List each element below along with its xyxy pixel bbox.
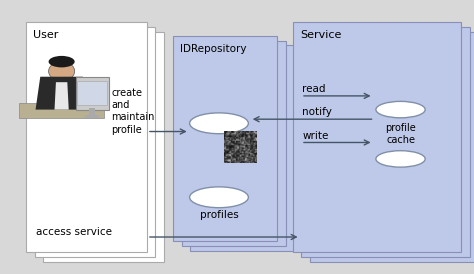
Ellipse shape [376, 101, 425, 118]
Text: Service: Service [300, 30, 341, 40]
Ellipse shape [190, 187, 248, 208]
Text: create
and
maintain
profile: create and maintain profile [111, 88, 155, 135]
Bar [173, 36, 277, 241]
Bar [293, 22, 461, 252]
Bar [76, 77, 109, 110]
Text: access service: access service [36, 227, 111, 236]
Bar [310, 32, 474, 262]
Ellipse shape [190, 113, 248, 134]
Polygon shape [376, 110, 425, 159]
Bar [85, 115, 99, 118]
Bar [26, 22, 147, 252]
Bar [35, 27, 155, 257]
Bar [89, 108, 95, 116]
Bar [301, 27, 470, 257]
Text: notify: notify [302, 107, 332, 117]
Bar [77, 81, 107, 105]
Text: IDRepository: IDRepository [180, 44, 246, 54]
Ellipse shape [49, 62, 75, 81]
Polygon shape [36, 77, 88, 110]
Polygon shape [190, 123, 248, 197]
Polygon shape [55, 82, 69, 110]
Text: User: User [33, 30, 59, 40]
Bar [19, 103, 104, 118]
Ellipse shape [49, 56, 75, 67]
Text: read: read [302, 84, 326, 94]
Bar [182, 41, 286, 246]
Ellipse shape [376, 151, 425, 167]
Bar [43, 32, 164, 262]
Text: profile
cache: profile cache [385, 124, 416, 145]
Bar [190, 45, 294, 251]
Text: profiles: profiles [200, 210, 238, 219]
Text: write: write [302, 131, 329, 141]
